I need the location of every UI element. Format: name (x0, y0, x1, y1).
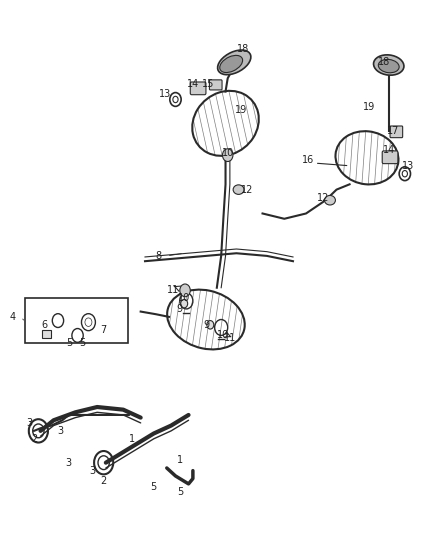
Text: 11: 11 (224, 333, 236, 343)
Ellipse shape (218, 50, 251, 75)
Text: 9: 9 (203, 320, 209, 330)
Text: 3: 3 (57, 426, 63, 436)
Text: 2: 2 (31, 434, 37, 444)
Circle shape (207, 320, 214, 329)
Ellipse shape (378, 59, 399, 73)
Text: 19: 19 (235, 105, 247, 115)
Text: 3: 3 (66, 458, 72, 467)
Text: 13: 13 (402, 161, 414, 171)
Ellipse shape (325, 196, 336, 205)
Ellipse shape (233, 185, 244, 195)
Text: 19: 19 (363, 102, 375, 112)
Circle shape (180, 284, 190, 297)
Text: 5: 5 (66, 338, 72, 349)
Text: 10: 10 (178, 293, 190, 303)
Text: 15: 15 (202, 78, 214, 88)
Text: 4: 4 (9, 312, 15, 322)
Text: 13: 13 (159, 89, 171, 99)
Text: 6: 6 (42, 320, 48, 330)
Text: 18: 18 (378, 58, 391, 67)
Text: 10: 10 (222, 148, 234, 158)
Text: 5: 5 (151, 481, 157, 491)
Circle shape (181, 300, 187, 308)
Text: 1: 1 (129, 434, 135, 444)
FancyBboxPatch shape (209, 80, 222, 90)
FancyBboxPatch shape (42, 329, 51, 338)
FancyBboxPatch shape (390, 126, 403, 138)
Text: 11: 11 (167, 285, 180, 295)
Text: 10: 10 (217, 330, 230, 341)
Text: 3: 3 (90, 466, 96, 475)
Text: 17: 17 (387, 126, 399, 136)
Text: 7: 7 (101, 325, 107, 335)
FancyBboxPatch shape (382, 151, 398, 164)
Text: 1: 1 (177, 455, 183, 465)
Text: 9: 9 (177, 304, 183, 314)
Text: 12: 12 (317, 192, 330, 203)
Text: 5: 5 (79, 338, 85, 349)
Text: 3: 3 (27, 418, 33, 428)
Text: 16: 16 (302, 156, 314, 165)
Text: 14: 14 (383, 145, 395, 155)
Text: 12: 12 (241, 184, 254, 195)
Ellipse shape (220, 55, 243, 72)
Text: 18: 18 (237, 44, 249, 54)
FancyBboxPatch shape (190, 82, 206, 95)
Ellipse shape (374, 55, 404, 75)
Text: 5: 5 (177, 487, 183, 497)
Text: 2: 2 (101, 477, 107, 486)
Text: 14: 14 (187, 78, 199, 88)
Circle shape (223, 149, 233, 161)
Text: 8: 8 (155, 251, 161, 261)
